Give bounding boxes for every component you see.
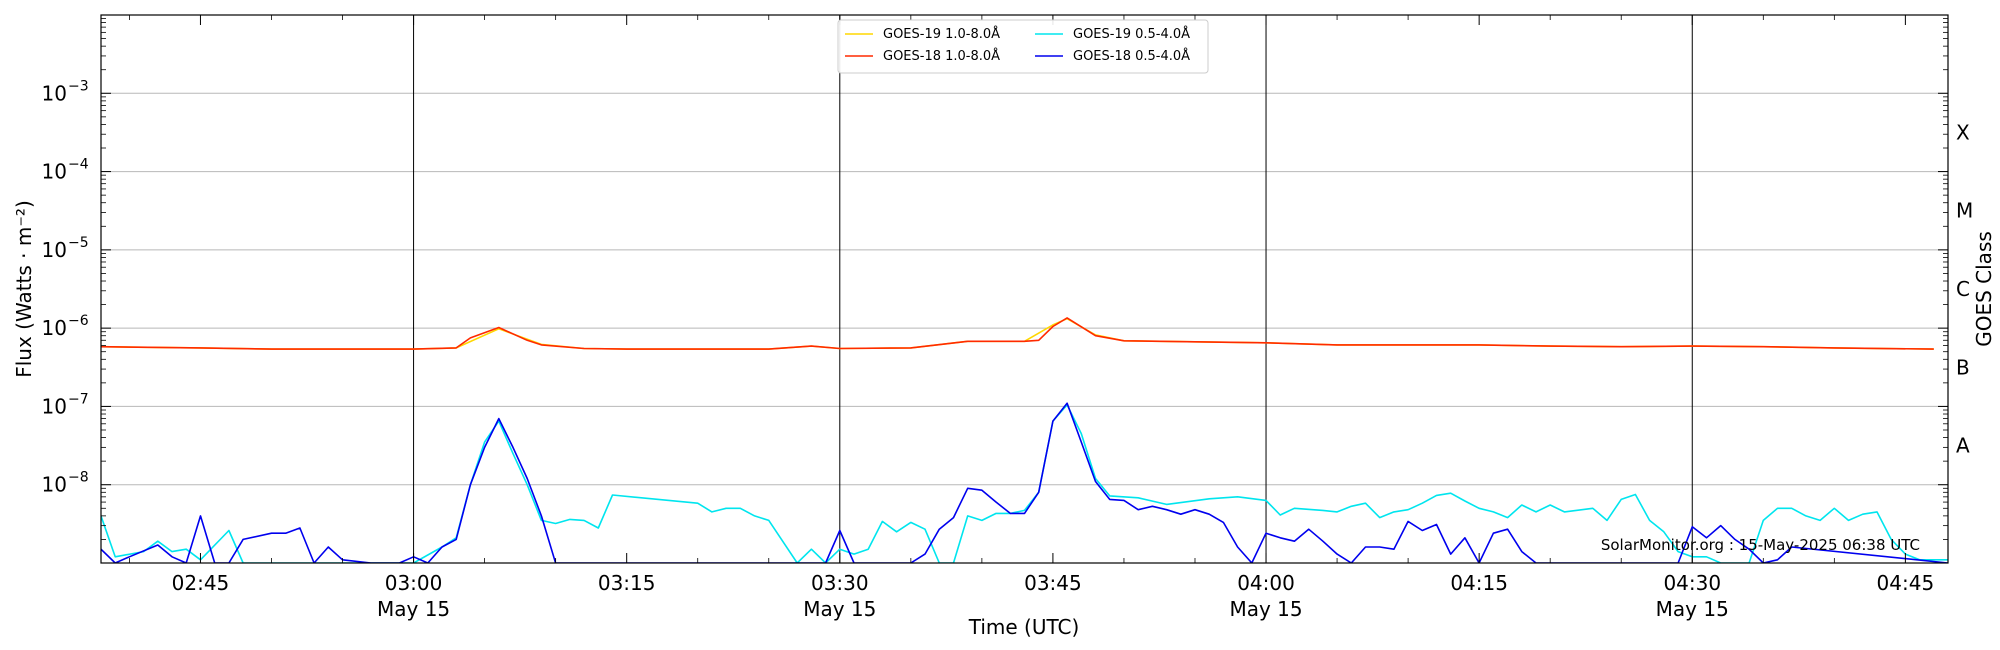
y-tick-label: 10 xyxy=(42,473,67,497)
y-tick-label: 10 xyxy=(42,81,67,105)
x-tick-label: 04:15 xyxy=(1450,571,1508,595)
x-tick-date-label: May 15 xyxy=(1229,597,1302,621)
y-tick-label-exponent: −4 xyxy=(68,157,89,173)
goes-class-m: M xyxy=(1956,199,1973,223)
x-tick-label: 03:00 xyxy=(385,571,443,595)
goes-class-x: X xyxy=(1956,120,1970,144)
x-tick-label: 02:45 xyxy=(172,571,230,595)
x-tick-label: 04:45 xyxy=(1877,571,1935,595)
y-tick-label: 10 xyxy=(42,160,67,184)
y-axis-label: Flux (Watts · m⁻²) xyxy=(12,200,36,378)
y-tick-label-exponent: −8 xyxy=(68,470,89,486)
y-tick-label-exponent: −7 xyxy=(68,391,89,407)
legend-entry-label: GOES-19 0.5-4.0Å xyxy=(1073,26,1190,42)
y-tick-label-exponent: −5 xyxy=(68,235,89,251)
y-tick-label: 10 xyxy=(42,394,67,418)
y-tick-label: 10 xyxy=(42,238,67,262)
legend-entry-label: GOES-18 1.0-8.0Å xyxy=(883,48,1000,64)
x-tick-date-label: May 15 xyxy=(803,597,876,621)
y-tick-label-exponent: −3 xyxy=(68,78,89,94)
goes-class-b: B xyxy=(1956,355,1970,379)
plot-background xyxy=(101,15,1948,563)
y-tick-label-exponent: −6 xyxy=(68,313,89,329)
legend-entry-label: GOES-19 1.0-8.0Å xyxy=(883,26,1000,42)
y-tick-labels: 10−810−710−610−510−410−3 xyxy=(42,78,89,496)
y-tick-label: 10 xyxy=(42,316,67,340)
x-axis-label: Time (UTC) xyxy=(968,615,1080,639)
x-tick-date-label: May 15 xyxy=(1656,597,1729,621)
x-tick-label: 04:00 xyxy=(1237,571,1295,595)
goes-class-c: C xyxy=(1956,277,1970,301)
x-tick-label: 04:30 xyxy=(1663,571,1721,595)
goes-class-a: A xyxy=(1956,434,1970,458)
x-tick-date-label: May 15 xyxy=(377,597,450,621)
x-tick-label: 03:15 xyxy=(598,571,656,595)
goes-class-labels: A B C M X xyxy=(1956,120,1973,457)
legend: GOES-19 1.0-8.0Å GOES-18 1.0-8.0Å GOES-19 … xyxy=(838,20,1208,73)
legend-entry-label: GOES-18 0.5-4.0Å xyxy=(1073,48,1190,64)
x-tick-label: 03:30 xyxy=(811,571,869,595)
x-tick-label: 03:45 xyxy=(1024,571,1082,595)
y-axis-label-right: GOES Class xyxy=(1972,231,1996,347)
credit-text: SolarMonitor.org : 15-May-2025 06:38 UTC xyxy=(1601,536,1920,554)
